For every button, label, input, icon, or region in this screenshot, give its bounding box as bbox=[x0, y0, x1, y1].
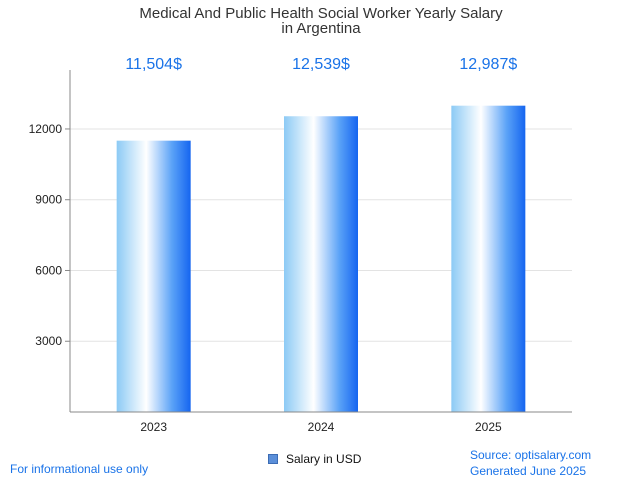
y-tick-label: 12000 bbox=[29, 122, 63, 136]
data-label-2025: 12,987$ bbox=[459, 56, 517, 73]
legend: Salary in USD bbox=[268, 452, 361, 466]
generated-text: Generated June 2025 bbox=[470, 464, 587, 478]
x-tick-label-2025: 2025 bbox=[475, 420, 502, 434]
chart-title-line-1: Medical And Public Health Social Worker … bbox=[139, 5, 503, 22]
source-block: Source: optisalary.com Generated June 20… bbox=[470, 447, 591, 479]
y-tick-label: 6000 bbox=[35, 263, 62, 277]
y-tick-label: 3000 bbox=[35, 334, 62, 348]
x-tick-label-2023: 2023 bbox=[140, 420, 167, 434]
x-tick-label-2024: 2024 bbox=[308, 420, 335, 434]
y-tick-label: 9000 bbox=[35, 193, 62, 207]
source-text: Source: optisalary.com bbox=[470, 448, 592, 462]
disclaimer-text: For informational use only bbox=[10, 462, 149, 476]
legend-label: Salary in USD bbox=[286, 452, 362, 466]
bar-2023[interactable] bbox=[116, 140, 191, 412]
bar-2024[interactable] bbox=[284, 116, 358, 412]
data-label-2024: 12,539$ bbox=[292, 56, 350, 73]
data-label-2023: 11,504$ bbox=[125, 56, 182, 73]
legend-swatch bbox=[268, 454, 278, 464]
chart-title-line-2: in Argentina bbox=[281, 20, 361, 37]
bar-2025[interactable] bbox=[451, 105, 526, 413]
